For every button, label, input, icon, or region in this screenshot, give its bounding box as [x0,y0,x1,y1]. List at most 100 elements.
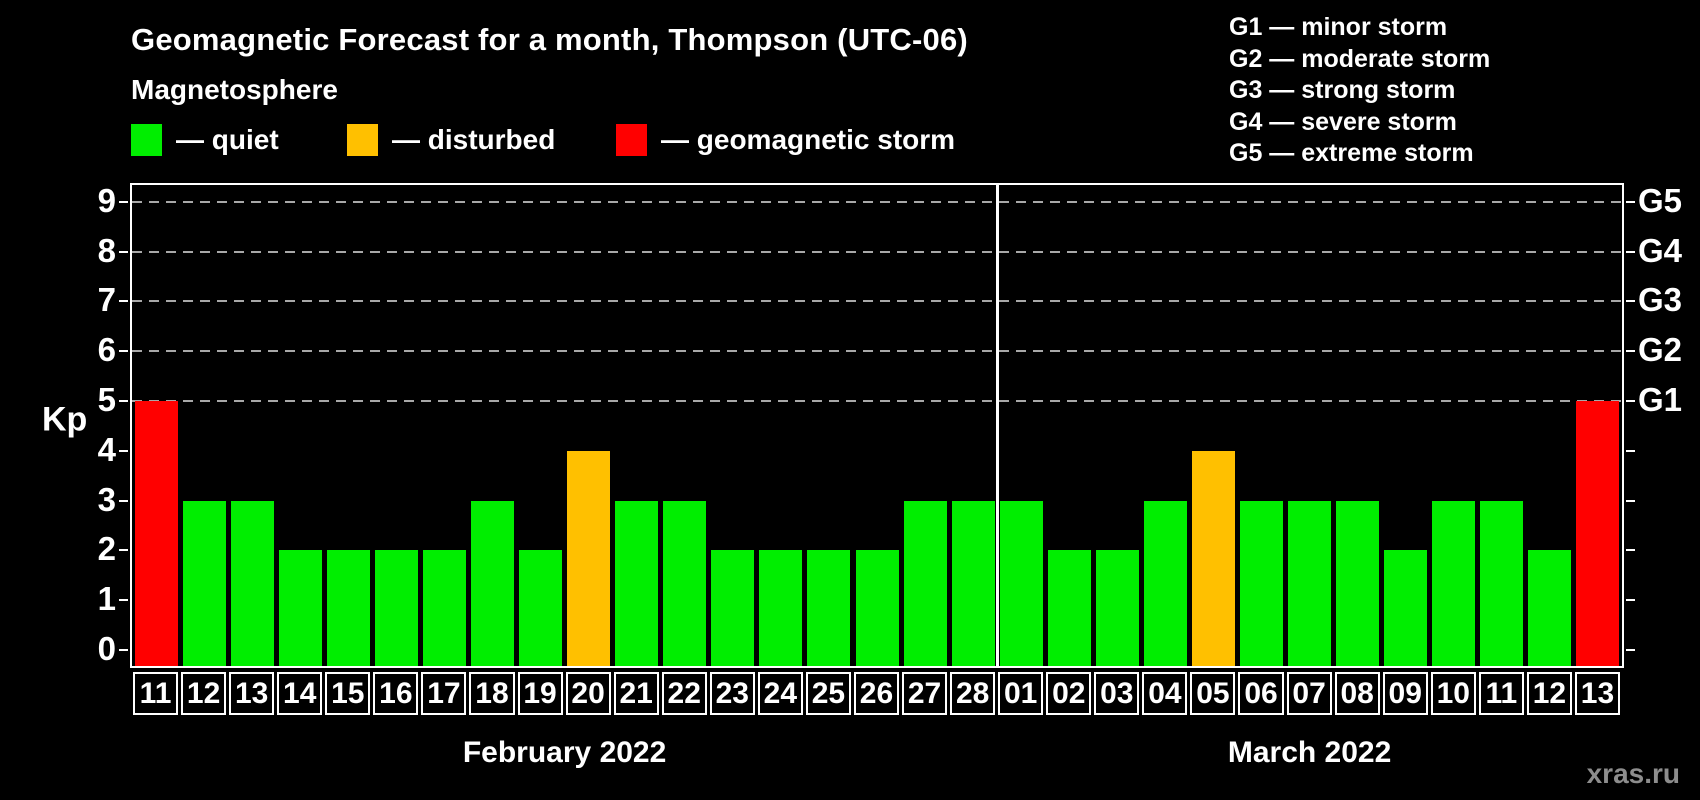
right-axis-tick [1626,549,1635,552]
right-axis-tick [1626,300,1635,303]
gridline-kp5 [132,400,1622,402]
right-axis-tick [1626,250,1635,253]
month-label: March 2022 [1227,736,1392,769]
kp-bar-day-03 [1095,550,1139,666]
kp-bar-day-10 [1432,500,1476,666]
y-axis-tick-label: 0 [97,630,116,668]
kp-bar-day-23 [711,550,755,666]
magnetosphere-label: Magnetosphere [131,74,338,105]
kp-bar-day-13 [230,500,274,666]
kp-bar-day-17 [422,550,466,666]
day-label: 16 [373,672,419,715]
legend-item-geomagnetic-storm: — geomagnetic storm [616,123,955,157]
left-axis-tick [119,649,128,651]
watermark: xras.ru [1586,758,1680,789]
kp-bar-day-16 [374,550,418,666]
day-label: 11 [1478,672,1524,715]
kp-bar-day-18 [470,500,514,666]
y-axis-tick-label: 9 [97,182,116,220]
day-label: 14 [277,672,323,715]
left-axis-tick [119,250,128,253]
day-label: 18 [469,672,515,715]
legend-label: — geomagnetic storm [661,124,956,155]
gridline-kp9 [132,200,1622,203]
kp-bar-day-05 [1191,450,1235,666]
kp-bar-day-12 [1528,550,1572,666]
legend-label: — quiet [176,124,279,155]
g3-legend-line: G3 — strong storm [1229,76,1456,104]
left-axis-tick [119,549,128,552]
day-label: 13 [229,672,275,715]
legend-label: — disturbed [392,124,556,155]
day-label: 20 [565,672,611,715]
left-axis-tick [119,300,128,303]
kp-bar-day-21 [615,500,659,666]
day-label: 03 [1094,672,1140,715]
left-axis-tick [119,350,128,353]
kp-bar-day-06 [1240,500,1284,666]
g4-legend-line: G4 — severe storm [1229,107,1457,136]
day-label: 17 [421,672,467,715]
gridline-kp8 [132,250,1622,253]
kp-bar-day-01 [999,500,1043,666]
g-scale-label-g1: G1 [1638,381,1683,419]
day-label: 24 [757,672,803,715]
y-axis-tick-label: 2 [97,530,116,568]
y-axis-tick-label: 3 [97,480,116,518]
y-axis-title: Kp [42,400,88,439]
right-axis-tick [1626,649,1635,651]
gridline-kp6 [132,350,1622,353]
legend-item-quiet: — quiet [131,123,279,157]
g-scale-label-g2: G2 [1638,331,1683,369]
kp-bar-day-08 [1336,500,1380,666]
g-scale-legend: G1 — minor storm G2 — moderate storm G3 … [1229,12,1490,170]
g-scale-label-g3: G3 [1638,281,1683,319]
day-label: 02 [1046,672,1092,715]
right-axis-tick [1626,499,1635,502]
g-scale-label-g5: G5 [1638,182,1683,220]
legend-item-disturbed: — disturbed [347,123,555,157]
left-axis-tick [119,599,128,602]
kp-bar-day-02 [1047,550,1091,666]
day-label: 06 [1238,672,1284,715]
g1-legend-line: G1 — minor storm [1229,13,1448,41]
y-axis-tick-label: 8 [97,231,116,269]
day-axis: 11 12 13 14 15 16 17 18 19 20 21 22 23 24 25 26 27 28 01 02… [132,672,1622,715]
y-axis-tick-label: 7 [97,281,116,319]
y-axis-tick-label: 1 [97,580,116,618]
kp-bar-day-26 [855,550,899,666]
quiet-color-swatch [131,124,162,156]
day-label: 10 [1430,672,1476,715]
kp-bar-day-09 [1384,550,1428,666]
left-axis-tick [119,499,128,502]
y-axis-tick-label: 5 [97,381,116,419]
kp-bar-day-22 [663,500,707,666]
month-separator [995,185,999,666]
day-label: 13 [1574,672,1620,715]
kp-bar-day-20 [567,450,611,666]
gridline-kp7 [132,300,1622,303]
kp-bar-day-13 [1576,401,1620,666]
day-label: 12 [1526,672,1572,715]
y-axis-tick-label: 6 [97,331,116,369]
day-label: 04 [1142,672,1188,715]
g2-legend-line: G2 — moderate storm [1229,44,1491,73]
left-axis-tick [119,449,128,452]
day-label: 26 [853,672,900,715]
day-label: 07 [1286,672,1332,715]
magnetosphere-legend: — quiet — disturbed — geomagnetic storm [0,123,1700,157]
kp-bar-day-12 [182,500,226,666]
month-label: February 2022 [462,736,667,769]
left-axis-tick [119,200,128,203]
kp-bar-day-11 [1480,500,1524,666]
kp-bar-day-07 [1288,500,1332,666]
y-axis-tick-label: 4 [97,431,116,469]
kp-bar-day-25 [807,550,851,666]
page-title: Geomagnetic Forecast for a month, Thomps… [131,22,968,57]
kp-bar-day-28 [951,500,995,666]
day-label: 19 [517,672,563,715]
kp-bar-day-15 [326,550,370,666]
plot-frame [130,183,1624,668]
kp-bar-day-14 [278,550,322,666]
g-scale-label-g4: G4 [1638,231,1683,269]
